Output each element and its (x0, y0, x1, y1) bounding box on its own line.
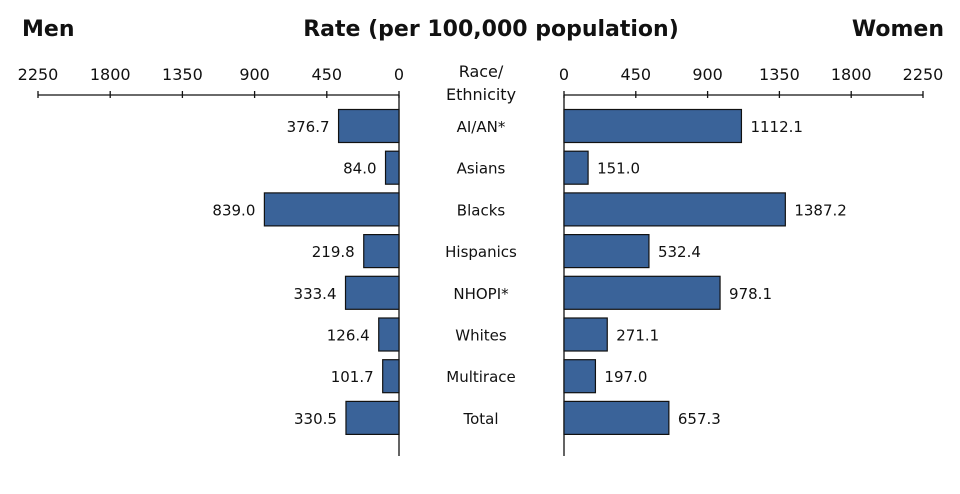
men-tick-label: 1800 (90, 65, 131, 84)
men-value-label: 330.5 (294, 410, 337, 428)
women-value-label: 1112.1 (750, 118, 803, 136)
category-label: Multirace (446, 368, 516, 386)
men-tick-label: 450 (312, 65, 343, 84)
men-value-label: 376.7 (287, 118, 330, 136)
women-value-label: 978.1 (729, 285, 772, 303)
right-panel-label: Women (852, 17, 944, 42)
chart-title: Rate (per 100,000 population) (303, 17, 679, 42)
women-tick-label: 2250 (903, 65, 944, 84)
women-tick-label: 1350 (759, 65, 800, 84)
men-bar (382, 359, 400, 394)
women-bar (563, 108, 743, 144)
women-bar (563, 192, 786, 227)
category-label: Hispanics (445, 243, 517, 261)
men-tick-label: 2250 (18, 65, 59, 84)
women-bar (563, 359, 597, 394)
category-label: Blacks (457, 201, 506, 219)
women-value-label: 151.0 (597, 160, 640, 178)
men-value-label: 839.0 (212, 201, 255, 219)
women-value-label: 657.3 (678, 410, 721, 428)
men-tick-label: 900 (239, 65, 270, 84)
men-value-label: 84.0 (343, 160, 376, 178)
women-value-label: 197.0 (604, 368, 647, 386)
men-value-label: 126.4 (327, 327, 370, 345)
women-value-label: 271.1 (616, 327, 659, 345)
men-value-label: 333.4 (294, 285, 337, 303)
men-value-label: 219.8 (312, 243, 355, 261)
women-bar (563, 400, 670, 435)
women-bar (563, 317, 608, 352)
women-tick-label: 0 (559, 65, 569, 84)
category-label: Total (462, 410, 498, 428)
women-value-label: 1387.2 (794, 201, 847, 219)
women-bar (563, 275, 721, 310)
men-bar (378, 317, 400, 352)
men-bar (345, 400, 400, 435)
women-tick-label: 900 (692, 65, 723, 84)
women-bar (563, 234, 650, 269)
category-header-line1: Race/ (459, 62, 504, 81)
men-value-label: 101.7 (331, 368, 374, 386)
category-label: NHOPI* (453, 285, 509, 303)
men-bar (337, 108, 400, 144)
women-tick-label: 1800 (831, 65, 872, 84)
women-bar (563, 150, 589, 185)
category-header-line2: Ethnicity (446, 85, 516, 104)
men-bar (363, 234, 400, 269)
men-tick-label: 0 (394, 65, 404, 84)
category-label: AI/AN* (457, 118, 506, 136)
women-value-label: 532.4 (658, 243, 701, 261)
category-label: Whites (455, 327, 507, 345)
men-tick-label: 1350 (162, 65, 203, 84)
left-panel-label: Men (22, 17, 74, 42)
category-label: Asians (457, 160, 506, 178)
men-bar (263, 192, 400, 227)
men-bar (344, 275, 400, 310)
men-bar (384, 150, 400, 185)
women-tick-label: 450 (621, 65, 652, 84)
